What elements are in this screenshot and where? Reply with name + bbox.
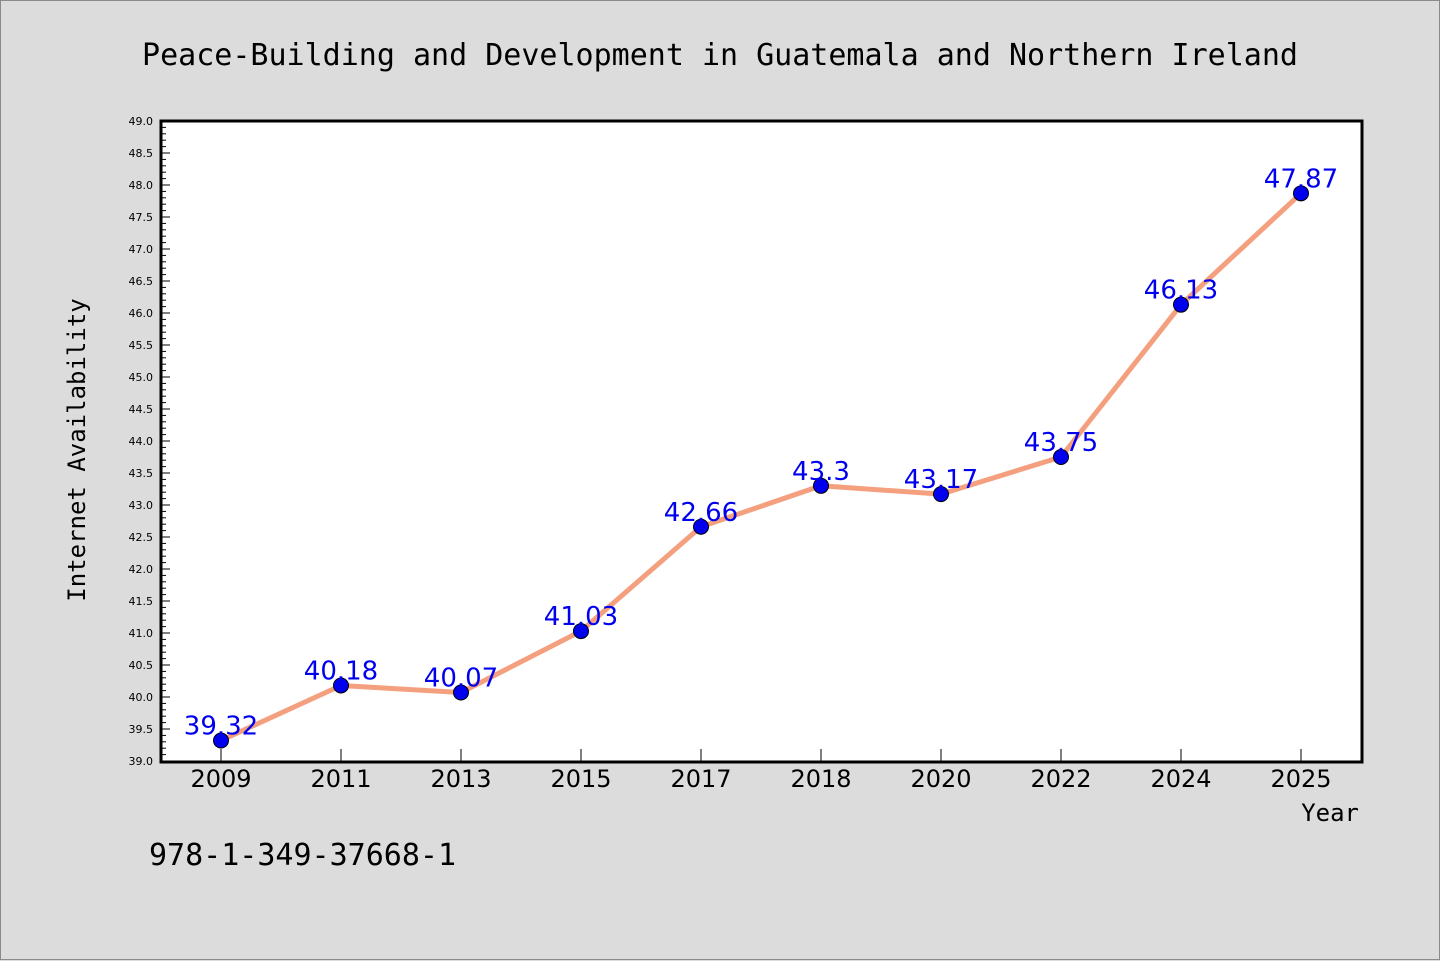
y-tick-label: 43.0 xyxy=(129,499,154,512)
data-point xyxy=(1173,296,1189,313)
data-point xyxy=(933,486,949,503)
data-label: 40.07 xyxy=(424,664,498,694)
y-tick-label: 44.0 xyxy=(129,435,154,448)
plot-area xyxy=(159,119,1364,764)
y-tick-label: 40.0 xyxy=(129,691,154,704)
y-tick-label: 49.0 xyxy=(129,115,154,128)
x-tick-label: 2013 xyxy=(430,765,491,793)
data-point xyxy=(813,477,829,494)
y-axis: 39.0 39.5 40.0 40.5 41.0 41.5 42.0 42.5 43.0 43.5… xyxy=(129,115,170,768)
data-point xyxy=(1053,449,1069,465)
data-point xyxy=(333,677,349,694)
data-label: 46.13 xyxy=(1144,276,1218,306)
y-tick-label: 39.0 xyxy=(129,755,154,768)
isbn-text: 978-1-349-37668-1 xyxy=(149,838,456,873)
y-tick-label: 45.0 xyxy=(129,371,154,384)
data-label: 43.3 xyxy=(792,457,850,487)
data-point xyxy=(453,684,469,701)
series-line xyxy=(218,190,1304,744)
data-point xyxy=(213,732,229,749)
y-tick-label: 46.0 xyxy=(129,307,154,320)
data-label: 43.17 xyxy=(904,465,978,495)
data-point xyxy=(573,623,589,640)
y-tick-label: 46.5 xyxy=(129,275,154,288)
x-axis: 2009 2011 2013 2015 2017 2018 2020 2022 2024 2025 xyxy=(190,749,1332,793)
y-tick-label: 39.5 xyxy=(129,723,154,736)
y-tick-label: 48.0 xyxy=(129,179,154,192)
y-tick-label: 45.5 xyxy=(129,339,154,352)
data-point xyxy=(1293,185,1309,202)
data-label: 39.32 xyxy=(184,712,258,742)
y-tick-label: 40.5 xyxy=(129,659,154,672)
x-tick-label: 2017 xyxy=(670,765,731,793)
y-tick-label: 47.5 xyxy=(129,211,154,224)
data-label: 43.75 xyxy=(1024,428,1098,458)
x-tick-label: 2020 xyxy=(910,765,971,793)
y-tick-label: 43.5 xyxy=(129,467,154,480)
y-tick-label: 44.5 xyxy=(129,403,154,416)
y-tick-label: 42.5 xyxy=(129,531,154,544)
x-tick-label: 2022 xyxy=(1030,765,1091,793)
y-tick-label: 42.0 xyxy=(129,563,154,576)
data-point xyxy=(693,518,709,535)
x-tick-label: 2018 xyxy=(790,765,851,793)
x-tick-label: 2011 xyxy=(310,765,371,793)
data-label: 42.66 xyxy=(664,498,738,528)
x-tick-label: 2009 xyxy=(190,765,251,793)
data-label: 41.03 xyxy=(544,602,618,632)
x-tick-label: 2024 xyxy=(1150,765,1211,793)
data-label: 47.87 xyxy=(1264,164,1338,194)
y-tick-label: 47.0 xyxy=(129,243,154,256)
y-tick-label: 41.5 xyxy=(129,595,154,608)
y-tick-label: 48.5 xyxy=(129,147,154,160)
y-tick-label: 41.0 xyxy=(129,627,154,640)
data-label: 40.18 xyxy=(304,656,378,686)
x-tick-label: 2025 xyxy=(1270,765,1331,793)
series-group: 39.32 40.18 40.07 41.03 42.66 43.3 43.17 43.75 4… xyxy=(184,164,1338,749)
y-axis-label: Internet Availability xyxy=(63,298,91,601)
x-axis-label: Year xyxy=(1301,799,1359,827)
x-tick-label: 2015 xyxy=(550,765,611,793)
chart-title: Peace-Building and Development in Guatem… xyxy=(142,38,1298,73)
